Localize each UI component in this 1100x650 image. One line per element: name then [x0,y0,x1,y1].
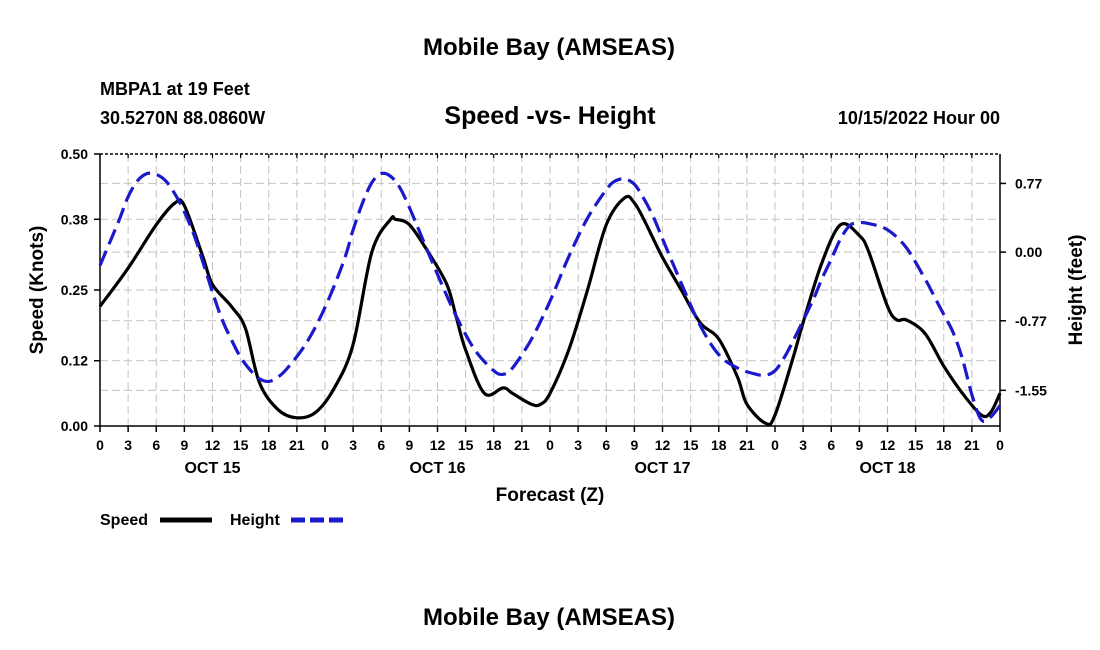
y-left-tick-label: 0.50 [61,146,88,162]
y-right-tick-label: 0.77 [1015,175,1042,191]
x-tick-label: 3 [574,437,582,453]
x-tick-label: 18 [261,437,277,453]
y-right-tick-label: -0.77 [1015,313,1047,329]
x-day-label: OCT 16 [409,460,465,477]
x-day-label: OCT 18 [859,460,915,477]
x-tick-label: 12 [880,437,896,453]
x-tick-label: 9 [855,437,863,453]
grid-lines [100,154,1000,426]
x-tick-label: 15 [908,437,924,453]
x-tick-label: 0 [546,437,554,453]
x-tick-label: 18 [936,437,952,453]
x-tick-label: 15 [458,437,474,453]
y-left-tick-label: 0.25 [61,282,88,298]
x-tick-label: 0 [321,437,329,453]
x-day-label: OCT 15 [184,460,240,477]
x-tick-label: 6 [152,437,160,453]
x-tick-label: 21 [964,437,980,453]
axes: 0 3 6 9 12 15 18 21 0 3 6 9 12 15 18 21 0 3 6 9 12 15 18 21 0 3 6 9… [61,146,1047,477]
x-tick-label: 21 [739,437,755,453]
y-axis-left-label: Speed (Knots) [27,226,48,355]
x-tick-label: 18 [486,437,502,453]
x-tick-label: 3 [799,437,807,453]
series-line-height [98,171,1002,423]
y-left-tick-label: 0.12 [61,353,88,369]
x-day-label: OCT 17 [634,460,690,477]
page-title-bottom: Mobile Bay (AMSEAS) [423,604,675,631]
page-title-top: Mobile Bay (AMSEAS) [423,34,675,61]
x-tick-label: 6 [602,437,610,453]
x-tick-label: 9 [180,437,188,453]
x-tick-label: 21 [514,437,530,453]
chart-title: Speed -vs- Height [444,102,656,130]
series-line-speed [98,194,1002,427]
x-tick-label: 15 [683,437,699,453]
x-tick-label: 15 [233,437,249,453]
x-tick-label: 0 [996,437,1004,453]
x-tick-label: 9 [405,437,413,453]
legend-speed-label: Speed [100,512,148,529]
y-left-tick-label: 0.38 [61,211,88,227]
x-tick-label: 12 [205,437,221,453]
x-tick-label: 12 [655,437,671,453]
x-tick-label: 9 [630,437,638,453]
legend: Speed Height [100,512,343,529]
x-tick-label: 3 [124,437,132,453]
station-label: MBPA1 at 19 Feet [100,79,250,99]
x-tick-label: 18 [711,437,727,453]
y-left-tick-label: 0.00 [61,418,88,434]
x-tick-label: 12 [430,437,446,453]
legend-height-label: Height [230,512,280,529]
y-right-tick-label: 0.00 [1015,244,1042,260]
y-right-tick-label: -1.55 [1015,382,1047,398]
x-axis-label: Forecast (Z) [496,485,605,506]
x-tick-label: 21 [289,437,305,453]
coords-label: 30.5270N 88.0860W [100,108,265,128]
series-lines [98,171,1002,427]
x-tick-label: 3 [349,437,357,453]
x-tick-label: 6 [377,437,385,453]
x-tick-label: 6 [827,437,835,453]
y-axis-right-label: Height (feet) [1066,235,1087,346]
timestamp-label: 10/15/2022 Hour 00 [838,108,1000,128]
x-tick-label: 0 [771,437,779,453]
x-tick-label: 0 [96,437,104,453]
